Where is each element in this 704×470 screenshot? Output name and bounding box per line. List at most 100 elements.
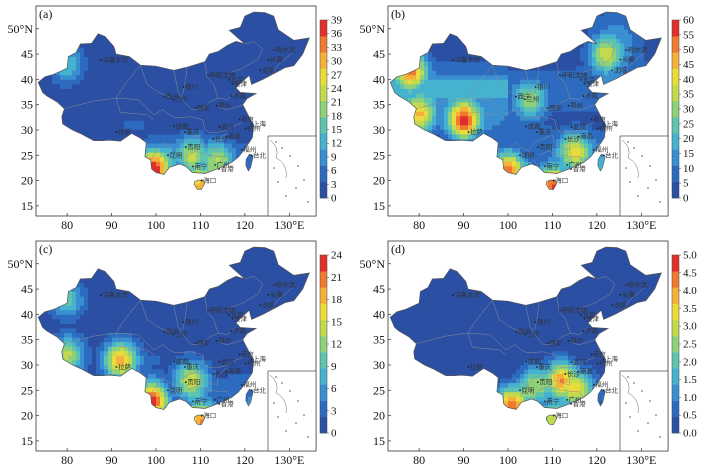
city-dot — [559, 74, 561, 77]
city-dot — [592, 148, 595, 151]
colorbar-tick-label: 0 — [331, 193, 337, 205]
province-border — [547, 385, 584, 398]
lat-tick-label: 30 — [21, 358, 33, 372]
city-label: 海口 — [555, 176, 568, 185]
taiwan-outline — [597, 388, 606, 407]
lat-tick-label: 35 — [373, 333, 385, 347]
lat-tick-label: 40 — [21, 72, 33, 86]
lat-tick-label: 35 — [21, 98, 33, 112]
city-dot — [570, 126, 573, 128]
hainan-outline — [193, 414, 206, 426]
city-dot — [184, 381, 187, 384]
lon-tick-label: 120 — [588, 218, 606, 232]
city-label: 长沙 — [215, 369, 229, 378]
city-label: 南京 — [593, 114, 607, 123]
city-dot — [191, 165, 194, 168]
city-label: 呼和浩特 — [562, 305, 589, 314]
lat-tick-label: 20 — [21, 174, 33, 188]
panel-label: (b) — [391, 7, 405, 21]
province-border — [195, 150, 232, 163]
city-label: 广州 — [217, 160, 230, 169]
province-border — [226, 276, 264, 312]
city-dot — [546, 107, 549, 110]
city-dot — [171, 333, 174, 336]
city-dot — [200, 179, 203, 182]
colorbar — [319, 19, 328, 199]
city-dot — [163, 95, 165, 98]
city-label: 拉萨 — [118, 127, 132, 136]
city-label: 南宁 — [194, 396, 208, 405]
colorbar-tick-label: 33 — [331, 42, 343, 54]
lat-tick-label: 40 — [373, 72, 385, 86]
province-border — [416, 332, 506, 356]
city-label: 香港 — [221, 164, 235, 173]
city-dot — [577, 370, 580, 373]
city-label: 乌鲁木齐 — [454, 55, 481, 64]
province-border — [140, 300, 170, 333]
city-label: 拉萨 — [118, 362, 132, 371]
city-label: 成都 — [176, 356, 190, 365]
province-border — [202, 354, 243, 368]
city-dot — [602, 389, 605, 392]
city-label: 沈阳 — [262, 65, 275, 74]
province-border — [492, 65, 522, 98]
city-label: 广州 — [569, 160, 582, 169]
city-dot — [552, 179, 555, 182]
city-label: 杭州 — [247, 358, 260, 367]
province-border — [271, 286, 294, 310]
lat-tick-label: 15 — [21, 434, 33, 448]
city-label: 乌鲁木齐 — [454, 290, 481, 299]
province-border — [150, 142, 187, 167]
colorbar-tick-label: 21 — [331, 272, 342, 284]
lon-tick-label: 120 — [236, 453, 254, 467]
city-label: 南昌 — [580, 367, 593, 376]
province-border — [195, 385, 232, 398]
province-border — [153, 344, 203, 356]
lat-tick-label: 50°N — [8, 257, 34, 271]
province-border — [182, 67, 188, 95]
city-label: 昆明 — [170, 151, 184, 159]
province-border — [502, 377, 539, 402]
map-panel-a: 哈尔滨 长春 沈阳 北京 天津 呼和浩特 银川 兰州 西宁 乌鲁木齐 拉萨 成都 重庆 西安 郑州 济南 武汉长… — [0, 0, 352, 235]
lon-tick-label: 110 — [192, 218, 210, 232]
lat-tick-label: 35 — [21, 333, 33, 347]
city-label: 拉萨 — [470, 362, 484, 371]
province-border — [570, 104, 595, 110]
inset-islands — [269, 139, 310, 203]
city-label: 香港 — [221, 399, 235, 408]
city-dot — [536, 146, 539, 149]
province-border — [505, 109, 555, 121]
city-label: 广州 — [569, 395, 582, 404]
province-border — [525, 305, 589, 345]
city-label: 南京 — [241, 114, 255, 123]
lon-tick-label: 100 — [499, 453, 517, 467]
province-border — [202, 367, 228, 386]
city-label: 南宁 — [546, 396, 560, 405]
city-label: 沈阳 — [262, 300, 275, 309]
city-label: 济南 — [585, 91, 599, 100]
city-label: 北京 — [230, 75, 244, 84]
city-dot — [250, 154, 253, 157]
city-dot — [99, 59, 102, 62]
city-label: 香港 — [573, 164, 587, 173]
lat-tick-label: 30 — [373, 358, 385, 372]
city-label: 香港 — [573, 399, 587, 408]
city-dot — [536, 381, 539, 384]
province-border — [173, 70, 237, 110]
city-label: 贵阳 — [187, 142, 200, 151]
panel-label: (c) — [39, 242, 52, 256]
city-dot — [543, 165, 546, 168]
city-label: 成都 — [528, 121, 542, 130]
province-border — [554, 354, 595, 368]
city-label: 南宁 — [194, 161, 208, 170]
province-border — [202, 119, 243, 133]
city-label: 南京 — [593, 349, 607, 358]
city-label: 杭州 — [247, 123, 260, 132]
city-label: 杭州 — [599, 358, 612, 367]
province-border — [623, 51, 646, 75]
city-dot — [611, 304, 613, 307]
city-dot — [184, 146, 187, 149]
city-label: 长沙 — [215, 134, 229, 143]
city-dot — [559, 309, 561, 312]
lat-tick-label: 45 — [373, 282, 385, 296]
